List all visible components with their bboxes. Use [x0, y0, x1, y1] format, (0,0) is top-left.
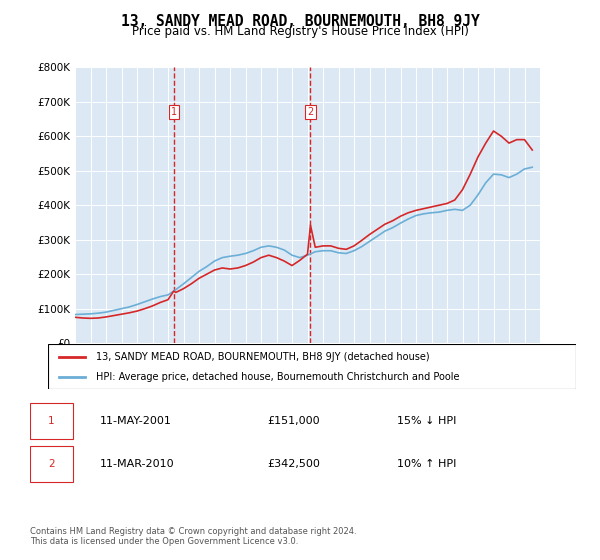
- Text: 10% ↑ HPI: 10% ↑ HPI: [397, 459, 457, 469]
- Text: 13, SANDY MEAD ROAD, BOURNEMOUTH, BH8 9JY: 13, SANDY MEAD ROAD, BOURNEMOUTH, BH8 9J…: [121, 14, 479, 29]
- Text: 2: 2: [307, 107, 314, 117]
- Text: Contains HM Land Registry data © Crown copyright and database right 2024.
This d: Contains HM Land Registry data © Crown c…: [30, 526, 356, 546]
- Text: 11-MAY-2001: 11-MAY-2001: [100, 416, 172, 426]
- Text: 13, SANDY MEAD ROAD, BOURNEMOUTH, BH8 9JY (detached house): 13, SANDY MEAD ROAD, BOURNEMOUTH, BH8 9J…: [95, 352, 429, 362]
- Text: £342,500: £342,500: [268, 459, 320, 469]
- Text: £151,000: £151,000: [268, 416, 320, 426]
- FancyBboxPatch shape: [30, 403, 73, 439]
- Text: 15% ↓ HPI: 15% ↓ HPI: [397, 416, 457, 426]
- Text: 1: 1: [48, 416, 55, 426]
- Text: 2: 2: [48, 459, 55, 469]
- Text: HPI: Average price, detached house, Bournemouth Christchurch and Poole: HPI: Average price, detached house, Bour…: [95, 372, 459, 382]
- FancyBboxPatch shape: [30, 446, 73, 482]
- Text: 1: 1: [170, 107, 177, 117]
- Text: Price paid vs. HM Land Registry's House Price Index (HPI): Price paid vs. HM Land Registry's House …: [131, 25, 469, 38]
- Text: 11-MAR-2010: 11-MAR-2010: [100, 459, 175, 469]
